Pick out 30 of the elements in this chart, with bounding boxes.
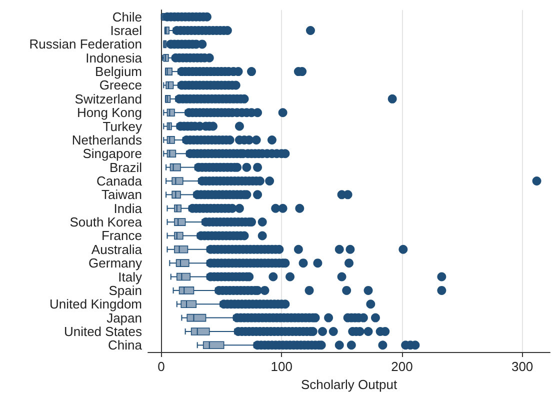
y-tick-label: Israel [110, 23, 142, 38]
y-tick-label: Canada [96, 174, 143, 188]
y-tick-label: Belgium [95, 64, 142, 80]
y-tick-label: Indonesia [86, 50, 143, 66]
y-tick-label: South Korea [70, 214, 143, 230]
y-tick-label: India [114, 200, 143, 216]
y-tick-label: Turkey [102, 118, 142, 134]
y-tick-label: Netherlands [72, 132, 142, 148]
y-tick-label: Australia [91, 242, 143, 257]
y-tick-label: Japan [106, 310, 142, 326]
x-tick-label: 0 [158, 359, 165, 374]
y-tick-label: United States [64, 324, 142, 339]
y-tick-label: Spain [108, 282, 142, 298]
y-tick-label: Germany [88, 256, 142, 271]
x-tick-label: 200 [391, 359, 413, 374]
x-axis-title: Scholarly Output [300, 376, 398, 392]
y-tick-label: Greece [99, 78, 142, 93]
y-tick-label: Hong Kong [76, 105, 142, 120]
y-tick-label: Brazil [109, 160, 142, 175]
y-tick-label: China [108, 338, 143, 353]
y-tick-label: United Kingdom [50, 296, 142, 312]
y-tick-label: Chile [112, 9, 142, 24]
y-tick-label: France [102, 228, 142, 244]
y-tick-label: Italy [118, 269, 142, 284]
x-tick-label: 300 [511, 359, 534, 374]
x-tick-label: 100 [270, 359, 292, 374]
y-tick-label: Singapore [82, 146, 142, 162]
y-tick-label: Taiwan [102, 187, 142, 202]
y-tick-label: Russian Federation [29, 36, 142, 52]
y-tick-label: Switzerland [74, 91, 142, 106]
